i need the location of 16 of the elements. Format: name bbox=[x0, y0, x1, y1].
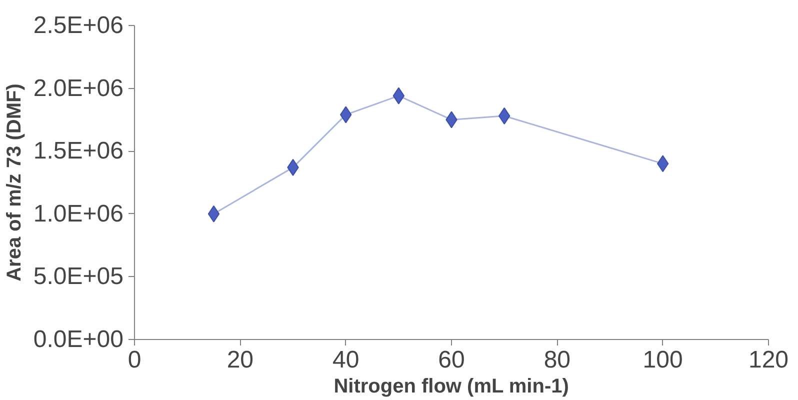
y-axis-title: Area of m/z 73 (DMF) bbox=[3, 84, 26, 282]
y-tick-label: 2.0E+06 bbox=[33, 74, 124, 102]
x-axis-title: Nitrogen flow (mL min-1) bbox=[334, 376, 569, 398]
y-tick-label: 1.5E+06 bbox=[33, 138, 124, 165]
x-tick-label: 60 bbox=[438, 346, 465, 374]
y-tick-label: 1.0E+06 bbox=[33, 200, 124, 228]
x-tick-label: 40 bbox=[332, 346, 360, 374]
x-tick-label: 0 bbox=[128, 346, 142, 374]
x-tick-label: 20 bbox=[226, 346, 254, 374]
x-tick-label: 80 bbox=[544, 346, 571, 374]
y-tick-label: 0.0E+00 bbox=[33, 326, 124, 353]
y-tick-label: 5.0E+05 bbox=[33, 263, 124, 290]
x-tick-label: 120 bbox=[748, 346, 789, 374]
y-tick-label: 2.5E+06 bbox=[33, 12, 124, 39]
point bbox=[208, 205, 220, 222]
x-tick-label: 100 bbox=[642, 346, 683, 374]
